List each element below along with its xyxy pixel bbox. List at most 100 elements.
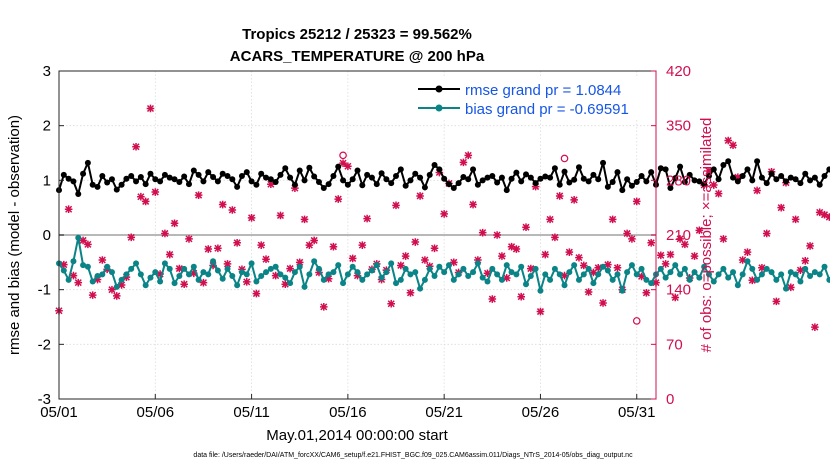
bias-point — [354, 269, 361, 276]
obs-assimilated-marker — [416, 192, 424, 200]
obs-assimilated-marker — [734, 173, 742, 182]
obs-assimilated-marker — [512, 245, 521, 253]
obs-assimilated-marker — [584, 288, 593, 296]
rmse-point — [306, 164, 313, 171]
x-tick-label: 05/31 — [618, 404, 656, 421]
obs-assimilated-marker — [777, 203, 785, 212]
right-y-tick-label: 140 — [666, 282, 691, 299]
bias-point — [325, 271, 332, 278]
obs-assimilated-marker — [502, 274, 511, 282]
obs-assimilated-marker — [88, 291, 97, 299]
rmse-point — [523, 171, 530, 178]
rmse-point — [113, 186, 120, 193]
rmse-point — [725, 158, 732, 165]
bias-point — [94, 273, 101, 279]
legend-box — [414, 78, 650, 118]
bias-point — [657, 265, 664, 272]
rmse-point — [325, 181, 332, 188]
bias-point — [551, 265, 558, 272]
obs-assimilated-marker — [565, 248, 574, 256]
right-y-tick-label: 210 — [666, 227, 691, 244]
obs-assimilated-marker — [324, 274, 333, 283]
obs-assimilated-marker — [300, 215, 309, 224]
rmse-point — [614, 169, 621, 176]
rmse-point — [585, 178, 592, 185]
obs-assimilated-marker — [295, 258, 304, 267]
rmse-point — [821, 172, 828, 179]
rmse-point — [166, 174, 173, 181]
obs-assimilated-marker — [165, 250, 174, 259]
rmse-point — [118, 181, 125, 188]
rmse-point — [662, 166, 669, 173]
rmse-point — [267, 176, 274, 183]
x-axis-ticks: 05/01 05/06 05/11 05/16 05/21 05/26 05/31 — [40, 394, 656, 421]
left-y-tick-label: 1 — [43, 172, 51, 189]
obs-assimilated-marker — [64, 205, 73, 214]
rmse-point — [282, 165, 289, 172]
obs-assimilated-marker — [108, 285, 116, 294]
bias-point — [571, 262, 578, 269]
bias-point — [123, 271, 130, 278]
obs-assimilated-marker — [435, 168, 444, 177]
bias-point — [185, 271, 192, 278]
rmse-point — [643, 178, 650, 185]
rmse-series — [56, 158, 830, 197]
obs-assimilated-marker — [676, 235, 684, 243]
left-y-axis-ticks: 3 2 1 0 -1 -2 -3 — [38, 63, 64, 408]
rmse-point — [580, 175, 587, 182]
rmse-point — [739, 172, 746, 179]
bias-point — [749, 265, 756, 272]
bias-point — [527, 273, 534, 279]
rmse-point — [123, 175, 130, 182]
obs-assimilated-marker — [291, 184, 299, 192]
bias-point — [585, 265, 592, 272]
obs-assimilated-marker — [714, 189, 723, 198]
bias-point — [89, 278, 96, 285]
bias-point — [195, 276, 202, 283]
left-y-axis-label: rmse and bias (model - observation) — [6, 115, 23, 355]
obs-assimilated-marker — [551, 233, 559, 242]
bias-point — [792, 271, 799, 278]
obs-assimilated-marker — [242, 278, 251, 286]
rmse-point — [628, 182, 635, 189]
rmse-point — [465, 176, 472, 183]
bias-point — [65, 276, 72, 283]
rmse-point — [503, 187, 510, 194]
rmse-point — [513, 169, 520, 176]
legend: rmse grand pr = 1.0844 bias grand pr = -… — [414, 78, 650, 118]
rmse-point — [373, 181, 380, 188]
rmse-point — [133, 178, 140, 185]
rmse-point — [277, 171, 284, 178]
bias-point — [315, 265, 322, 272]
bias-point — [166, 265, 173, 272]
bias-point — [335, 262, 342, 269]
left-y-tick-label: -2 — [38, 336, 51, 353]
obs-assimilated-marker — [729, 141, 737, 149]
bias-point — [142, 282, 149, 289]
obs-assimilated-marker — [358, 241, 367, 249]
rmse-point — [190, 167, 197, 174]
obs-assimilated-marker — [151, 188, 160, 196]
obs-assimilated-marker — [137, 192, 145, 201]
obs-assimilated-marker — [233, 239, 241, 247]
obs-assimilated-marker — [527, 264, 535, 273]
bias-point — [580, 271, 587, 278]
x-tick-label: 05/21 — [425, 404, 463, 421]
obs-assimilated-marker — [811, 323, 819, 331]
obs-assimilated-marker — [430, 244, 439, 253]
bias-point — [147, 274, 154, 281]
bias-point — [417, 285, 424, 292]
obs-assimilated-marker — [449, 258, 458, 267]
rmse-point — [287, 174, 294, 181]
obs-possible-marker — [560, 154, 569, 163]
rmse-point — [691, 177, 698, 184]
obs-assimilated-marker — [753, 186, 761, 195]
bias-point — [686, 276, 693, 283]
obs-assimilated-marker — [555, 192, 564, 200]
obs-assimilated-marker — [112, 292, 121, 300]
bias-point — [701, 263, 708, 270]
obs-assimilated-marker — [483, 269, 492, 278]
bias-point — [70, 258, 77, 265]
rmse-point — [152, 176, 159, 183]
bias-point — [470, 269, 477, 276]
